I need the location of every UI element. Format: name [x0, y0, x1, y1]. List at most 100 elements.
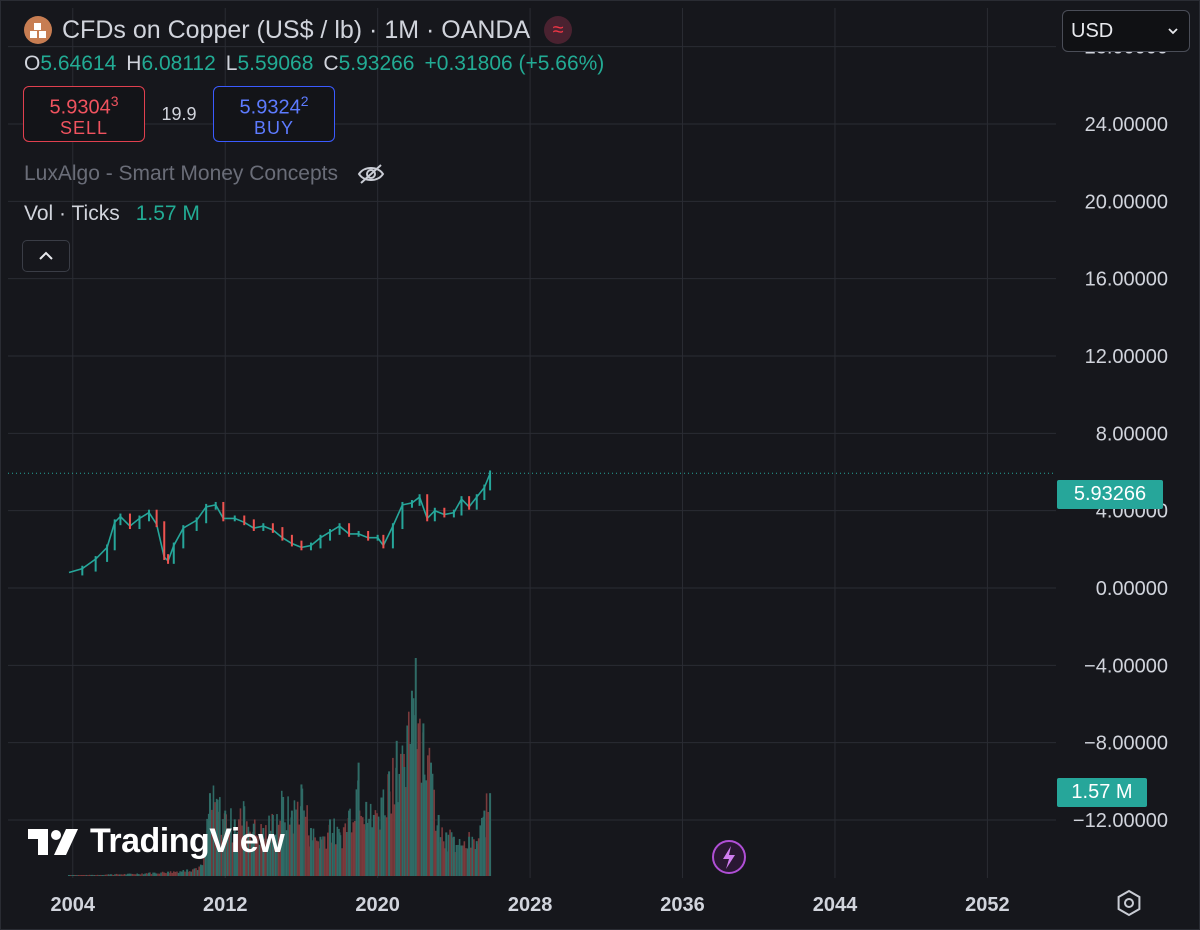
- volume-bar: [287, 796, 289, 876]
- volume-bar: [336, 826, 339, 876]
- volume-bar: [82, 875, 85, 876]
- volume-bar: [204, 841, 207, 876]
- volume-bar: [473, 839, 475, 876]
- volume-sample: [388, 771, 391, 876]
- volume-bar: [87, 875, 89, 876]
- volume-bar: [379, 829, 381, 876]
- volume-bar: [366, 822, 369, 876]
- smc-indicator-label[interactable]: LuxAlgo - Smart Money Concepts: [24, 162, 338, 185]
- eye-off-icon[interactable]: [356, 162, 386, 186]
- volume-bar: [326, 832, 329, 876]
- x-tick-label: 2028: [508, 894, 553, 916]
- volume-bar: [131, 873, 134, 876]
- volume-bar: [279, 820, 281, 876]
- volume-bar: [417, 723, 420, 876]
- volume-sample: [109, 874, 112, 876]
- volume-bar: [158, 873, 161, 876]
- x-tick-label: 2052: [965, 894, 1010, 916]
- x-tick-label: 2004: [51, 894, 96, 916]
- change-value: +0.31806 (+5.66%): [424, 52, 605, 75]
- volume-bar: [126, 873, 129, 876]
- volume-sample: [319, 836, 322, 876]
- volume-bar: [157, 873, 159, 876]
- y-tick-label: 0.00000: [1096, 578, 1168, 600]
- sell-price-sup: 3: [110, 92, 119, 109]
- x-tick-label: 2044: [813, 894, 858, 916]
- close-label: C: [323, 52, 339, 75]
- volume-bar: [139, 874, 142, 876]
- volume-bar: [350, 832, 353, 876]
- volume-bar: [88, 874, 91, 876]
- volume-sample: [309, 828, 312, 876]
- volume-bar: [398, 773, 401, 876]
- volume-bar: [333, 818, 335, 876]
- volume-sample: [410, 690, 413, 876]
- volume-bar: [481, 817, 483, 876]
- volume-sample: [395, 740, 398, 876]
- volume-sample: [338, 832, 341, 876]
- volume-bar: [466, 848, 469, 876]
- volume-bar: [317, 841, 320, 876]
- low-value: 5.59068: [237, 52, 314, 75]
- smc-indicator-legend[interactable]: LuxAlgo - Smart Money Concepts: [24, 158, 386, 190]
- volume-sample: [475, 841, 478, 876]
- volume-bar: [145, 873, 148, 876]
- volume-bar: [198, 866, 200, 876]
- collapse-legend-button[interactable]: [22, 240, 70, 272]
- symbol-title[interactable]: CFDs on Copper (US$ / lb) · 1M · OANDA: [62, 15, 531, 44]
- volume-bar: [134, 874, 137, 876]
- volume-bar: [285, 830, 288, 876]
- approx-wave-icon[interactable]: ≈: [544, 16, 573, 44]
- volume-bar: [458, 839, 461, 876]
- volume-bar: [384, 815, 386, 876]
- volume-bar: [307, 835, 310, 876]
- volume-bar: [277, 824, 280, 876]
- volume-bar: [269, 830, 272, 876]
- currency-select[interactable]: USD: [1062, 10, 1190, 52]
- sell-button[interactable]: 5.93043 SELL: [23, 86, 145, 142]
- lightning-icon[interactable]: [712, 840, 746, 874]
- tradingview-mark-icon: [28, 828, 78, 855]
- volume-label: Vol · Ticks: [24, 202, 120, 225]
- volume-bar: [255, 835, 258, 876]
- volume-bar: [341, 848, 343, 876]
- volume-sample: [290, 810, 293, 876]
- volume-sample: [90, 874, 93, 876]
- volume-sample: [186, 869, 189, 876]
- volume-bar: [352, 822, 355, 876]
- tradingview-logo[interactable]: TradingView: [26, 822, 285, 861]
- volume-bar: [220, 834, 223, 876]
- volume-sample: [372, 814, 375, 876]
- volume-bar: [104, 874, 107, 876]
- volume-bar: [374, 810, 377, 876]
- volume-bar: [153, 872, 156, 876]
- volume-bar: [212, 785, 215, 876]
- chart-settings-icon[interactable]: [1114, 888, 1144, 918]
- y-tick-label: 12.00000: [1085, 346, 1168, 368]
- volume-bar: [450, 832, 453, 876]
- sell-price: 5.93043: [50, 90, 119, 119]
- volume-bar: [400, 753, 402, 876]
- volume-bar: [477, 838, 480, 876]
- volume-bar: [369, 803, 372, 876]
- volume-sample: [300, 784, 303, 876]
- volume-bar: [382, 789, 385, 876]
- volume-bar: [142, 874, 145, 876]
- buy-button[interactable]: 5.93242 BUY: [213, 86, 335, 142]
- volume-bar: [120, 874, 123, 876]
- volume-bar: [155, 873, 158, 876]
- volume-bar: [412, 698, 415, 876]
- volume-bar: [407, 711, 410, 876]
- volume-bar: [303, 810, 305, 876]
- volume-bar: [196, 870, 199, 876]
- symbol-legend[interactable]: CFDs on Copper (US$ / lb) · 1M · OANDA ≈: [24, 14, 573, 46]
- volume-indicator-legend[interactable]: Vol · Ticks 1.57 M: [24, 200, 200, 228]
- volume-bar: [334, 844, 337, 876]
- y-axis: 28.0000024.0000020.0000016.0000012.00000…: [1073, 37, 1168, 832]
- volume-bar: [141, 873, 143, 876]
- volume-bar: [219, 797, 221, 876]
- volume-bar: [377, 816, 380, 876]
- low-label: L: [225, 52, 238, 75]
- volume-bar: [314, 837, 316, 876]
